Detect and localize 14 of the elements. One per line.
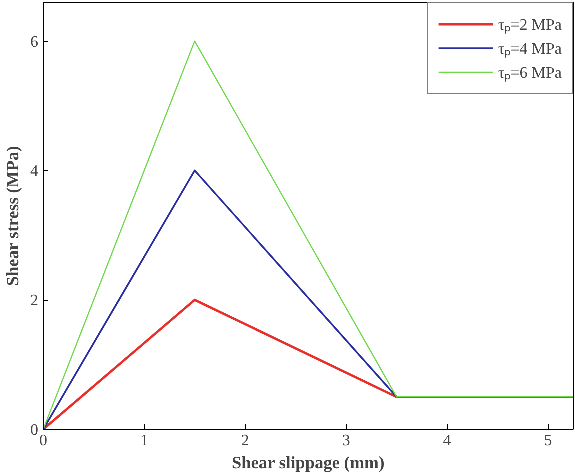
x-tick-label: 1: [140, 432, 148, 450]
legend-label: τₚ=6 MPa: [498, 64, 562, 83]
x-tick-label: 5: [544, 432, 552, 450]
y-tick-label: 6: [30, 34, 38, 51]
legend-label: τₚ=2 MPa: [498, 16, 562, 35]
y-tick-label: 0: [30, 422, 38, 439]
y-tick-label: 4: [30, 163, 38, 180]
x-axis-title: Shear slippage (mm): [232, 454, 385, 472]
x-tick-label: 3: [342, 432, 350, 450]
x-tick-label: 2: [241, 432, 250, 450]
legend-label: τₚ=4 MPa: [498, 40, 562, 59]
y-axis-title: Shear stress (MPa): [4, 146, 22, 286]
x-tick-label: 4: [443, 432, 452, 450]
y-tick-label: 2: [30, 292, 38, 310]
